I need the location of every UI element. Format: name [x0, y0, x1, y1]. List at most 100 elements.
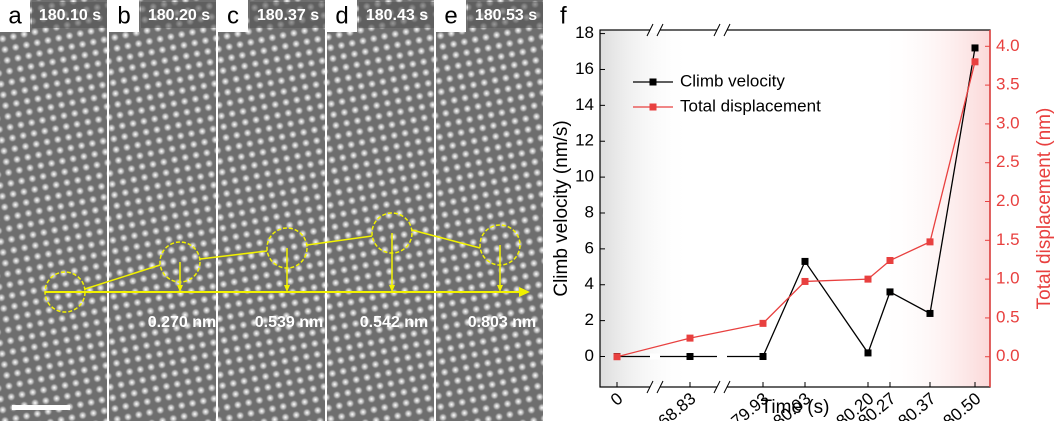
micrograph	[109, 0, 216, 421]
connector	[199, 250, 268, 260]
data-point	[801, 277, 809, 285]
micrograph	[436, 0, 543, 421]
x-tick-label: 0	[607, 389, 626, 410]
micrograph	[0, 0, 107, 421]
arrowhead	[284, 285, 290, 292]
time-box	[250, 2, 325, 28]
axis-break-gap	[650, 384, 660, 390]
label-box	[218, 0, 248, 32]
shift-label: 0.803 nm	[468, 314, 536, 331]
label-box	[327, 0, 357, 32]
y-tick-label: 18	[575, 23, 594, 42]
shift-label: 0.542 nm	[360, 314, 428, 331]
time-box	[32, 2, 107, 28]
axis-break-gap	[650, 27, 660, 33]
axis-break-gap	[717, 384, 727, 390]
panel-letter: b	[117, 2, 130, 29]
chart: f 0 2 4 6 8 10 12 14 16 18 0.0 0.5 1.0 1.5 2.0 2.5 3.0 3.5…	[551, 2, 1055, 426]
background-shade	[600, 30, 690, 387]
y-tick-label: 12	[575, 131, 594, 150]
series-line	[616, 61, 976, 358]
legend-marker	[649, 78, 657, 86]
legend-label: Total displacement	[680, 96, 821, 115]
data-point	[864, 349, 872, 357]
data-point	[926, 238, 934, 246]
series-line	[617, 47, 976, 358]
y-tick-label: 8	[585, 202, 594, 221]
y2-tick-label: 3.5	[996, 75, 1020, 94]
shift-label: 0.270 nm	[148, 314, 216, 331]
arrowhead	[519, 287, 530, 297]
y2-tick-label: 2.0	[996, 191, 1020, 210]
axis-break	[713, 380, 731, 394]
y2-tick-label: 2.5	[996, 152, 1020, 171]
break-gap	[717, 353, 727, 360]
y2-tick-label: 0.0	[996, 346, 1020, 365]
y2-tick-label: 4.0	[996, 36, 1020, 55]
label-box	[109, 0, 139, 32]
data-point	[759, 319, 767, 327]
data-point	[886, 288, 894, 296]
y2-tick-label: 1.5	[996, 230, 1020, 249]
x-tick-label: 180.50	[932, 389, 984, 421]
y-tick-label: 14	[575, 95, 594, 114]
time-box	[141, 2, 216, 28]
axis-break	[713, 23, 731, 37]
y-tick-label: 4	[585, 274, 594, 293]
data-point	[971, 58, 979, 66]
data-point	[864, 275, 872, 283]
axis-break	[646, 23, 664, 37]
x-axis-label: Time (s)	[761, 397, 830, 418]
y-tick-label: 6	[585, 238, 594, 257]
data-point	[759, 353, 767, 361]
time-box	[359, 2, 434, 28]
scale-bar	[12, 405, 70, 410]
axis-break	[646, 380, 664, 394]
y-tick-label: 2	[585, 310, 594, 329]
data-point	[886, 256, 894, 264]
y2-axis-label: Total displacement (nm)	[1034, 108, 1055, 310]
panel-letter: d	[335, 2, 348, 29]
background-shade	[880, 30, 990, 387]
arrowhead	[389, 285, 395, 292]
legend-label: Climb velocity	[680, 71, 785, 90]
data-point	[801, 257, 809, 265]
time-label: 180.20 s	[148, 7, 210, 24]
data-point	[686, 353, 694, 361]
break-gap	[650, 353, 660, 360]
arrowhead	[497, 285, 503, 292]
data-point	[686, 334, 694, 342]
time-label: 180.43 s	[366, 7, 428, 24]
x-tick-label: 168.83	[647, 389, 699, 421]
shift-label: 0.539 nm	[255, 314, 323, 331]
time-box	[468, 2, 543, 28]
panel-letter: e	[444, 2, 457, 29]
panel-letter: a	[8, 2, 22, 29]
label-box	[436, 0, 466, 32]
time-label: 180.10 s	[39, 7, 101, 24]
connector	[84, 264, 161, 290]
y-tick-label: 0	[585, 346, 594, 365]
connector	[411, 229, 481, 249]
panel-letter: f	[560, 2, 567, 29]
y-tick-label: 16	[575, 59, 594, 78]
time-label: 180.53 s	[475, 7, 537, 24]
panel-letter: c	[227, 2, 239, 29]
y-axis-label: Climb velocity (nm/s)	[551, 120, 572, 296]
micrograph	[218, 0, 325, 421]
y2-tick-label: 0.5	[996, 307, 1020, 326]
label-box	[0, 0, 30, 32]
micrograph	[327, 0, 434, 421]
arrowhead	[177, 285, 183, 292]
data-point	[926, 309, 934, 317]
axis-break-gap	[717, 27, 727, 33]
connector	[306, 235, 373, 246]
time-label: 180.37 s	[257, 7, 319, 24]
y2-tick-label: 1.0	[996, 269, 1020, 288]
legend-marker	[649, 103, 657, 111]
data-point	[971, 44, 979, 52]
data-point	[613, 353, 621, 361]
y2-tick-label: 3.0	[996, 113, 1020, 132]
y-tick-label: 10	[575, 167, 594, 186]
